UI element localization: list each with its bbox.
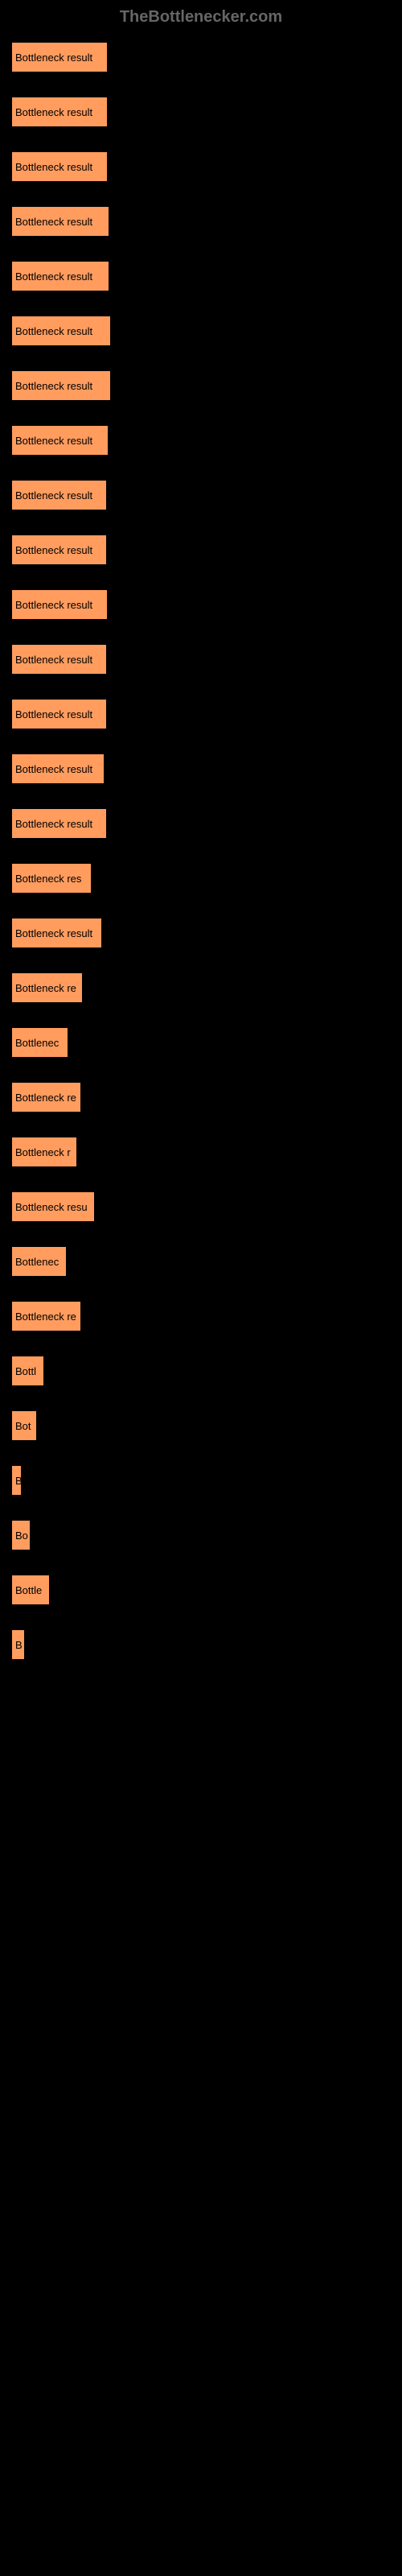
- bar: Bottleneck result: [12, 426, 108, 455]
- bar-row: Bo: [12, 1521, 390, 1550]
- bar-label: Bot: [15, 1420, 31, 1432]
- bar-label: Bottleneck result: [15, 435, 92, 447]
- bar-label: Bottl: [15, 1365, 36, 1377]
- bar-row: Bottleneck result: [12, 262, 390, 291]
- bar-label: Bottleneck result: [15, 52, 92, 64]
- bar-label: Bottleneck re: [15, 1311, 76, 1323]
- bar: Bottleneck result: [12, 700, 106, 729]
- bar-label: Bottleneck result: [15, 270, 92, 283]
- bar-row: Bottleneck result: [12, 590, 390, 619]
- bar: Bottleneck result: [12, 371, 110, 400]
- bar: Bo: [12, 1521, 30, 1550]
- bar-row: Bottlenec: [12, 1028, 390, 1057]
- bar-label: Bottleneck re: [15, 982, 76, 994]
- bar-label: Bo: [15, 1530, 28, 1542]
- bar-label: Bottleneck result: [15, 106, 92, 118]
- bar-chart: Bottleneck result Bottleneck result Bottle…: [4, 43, 398, 1659]
- bar-label: Bottleneck r: [15, 1146, 71, 1158]
- bar-row: Bottleneck result: [12, 754, 390, 783]
- bar-row: Bottleneck re: [12, 1302, 390, 1331]
- bar-row: Bottleneck result: [12, 426, 390, 455]
- bar-row: Bot: [12, 1411, 390, 1440]
- bar-label: Bottleneck result: [15, 325, 92, 337]
- bar: B: [12, 1466, 21, 1495]
- bar-label: Bottleneck result: [15, 654, 92, 666]
- bar-row: Bottleneck result: [12, 700, 390, 729]
- bar-label: B: [15, 1475, 21, 1487]
- bar: Bottleneck result: [12, 152, 107, 181]
- bar: Bottleneck result: [12, 809, 106, 838]
- bar: Bottl: [12, 1356, 43, 1385]
- bar-label: Bottleneck result: [15, 380, 92, 392]
- bar-row: Bottleneck result: [12, 809, 390, 838]
- bar: Bottleneck result: [12, 207, 109, 236]
- bar-row: Bottleneck result: [12, 645, 390, 674]
- bar: Bottleneck result: [12, 645, 106, 674]
- bar: Bottleneck res: [12, 864, 91, 893]
- bar-label: Bottleneck result: [15, 161, 92, 173]
- bar-row: Bottleneck res: [12, 864, 390, 893]
- bar-label: Bottlenec: [15, 1037, 59, 1049]
- bar-label: Bottleneck re: [15, 1092, 76, 1104]
- bar: Bottleneck result: [12, 43, 107, 72]
- bar: Bottleneck re: [12, 1083, 80, 1112]
- bar-row: Bottleneck re: [12, 973, 390, 1002]
- bar-label: Bottleneck result: [15, 927, 92, 939]
- bar-row: Bottl: [12, 1356, 390, 1385]
- bar-row: Bottlenec: [12, 1247, 390, 1276]
- bar-label: Bottlenec: [15, 1256, 59, 1268]
- bar-row: Bottleneck result: [12, 919, 390, 947]
- bar: Bottleneck result: [12, 919, 101, 947]
- bar-row: Bottle: [12, 1575, 390, 1604]
- bar: Bottleneck result: [12, 481, 106, 510]
- bar: Bottleneck r: [12, 1137, 76, 1166]
- bar-label: Bottleneck result: [15, 544, 92, 556]
- bar-label: Bottleneck result: [15, 599, 92, 611]
- bar-label: Bottleneck result: [15, 216, 92, 228]
- bar: Bottleneck result: [12, 590, 107, 619]
- bar: Bottlenec: [12, 1028, 68, 1057]
- bar-label: Bottleneck result: [15, 818, 92, 830]
- bar-label: Bottleneck result: [15, 708, 92, 720]
- bar-label: Bottleneck resu: [15, 1201, 88, 1213]
- bar: Bottleneck result: [12, 262, 109, 291]
- bar-row: Bottleneck result: [12, 535, 390, 564]
- bar-label: Bottleneck result: [15, 763, 92, 775]
- bar-row: Bottleneck result: [12, 207, 390, 236]
- bar: Bottleneck result: [12, 535, 106, 564]
- bar-label: Bottleneck result: [15, 489, 92, 502]
- bar-row: Bottleneck re: [12, 1083, 390, 1112]
- bar: Bottleneck result: [12, 754, 104, 783]
- bar: Bottlenec: [12, 1247, 66, 1276]
- bar: Bottle: [12, 1575, 49, 1604]
- bar-row: B: [12, 1466, 390, 1495]
- bar-label: Bottleneck res: [15, 873, 81, 885]
- bar-row: Bottleneck result: [12, 152, 390, 181]
- bar: Bottleneck result: [12, 316, 110, 345]
- site-header: TheBottlenecker.com: [4, 8, 398, 27]
- bar: Bottleneck result: [12, 97, 107, 126]
- bar: B: [12, 1630, 24, 1659]
- bar-row: Bottleneck result: [12, 43, 390, 72]
- bar-row: Bottleneck resu: [12, 1192, 390, 1221]
- bar: Bottleneck resu: [12, 1192, 94, 1221]
- bar-row: Bottleneck result: [12, 481, 390, 510]
- bar-row: Bottleneck r: [12, 1137, 390, 1166]
- bar: Bottleneck re: [12, 973, 82, 1002]
- bar-row: B: [12, 1630, 390, 1659]
- bar-row: Bottleneck result: [12, 97, 390, 126]
- bar-label: Bottle: [15, 1584, 42, 1596]
- bar-row: Bottleneck result: [12, 316, 390, 345]
- bar-label: B: [15, 1639, 23, 1651]
- bar-row: Bottleneck result: [12, 371, 390, 400]
- bar: Bottleneck re: [12, 1302, 80, 1331]
- bar: Bot: [12, 1411, 36, 1440]
